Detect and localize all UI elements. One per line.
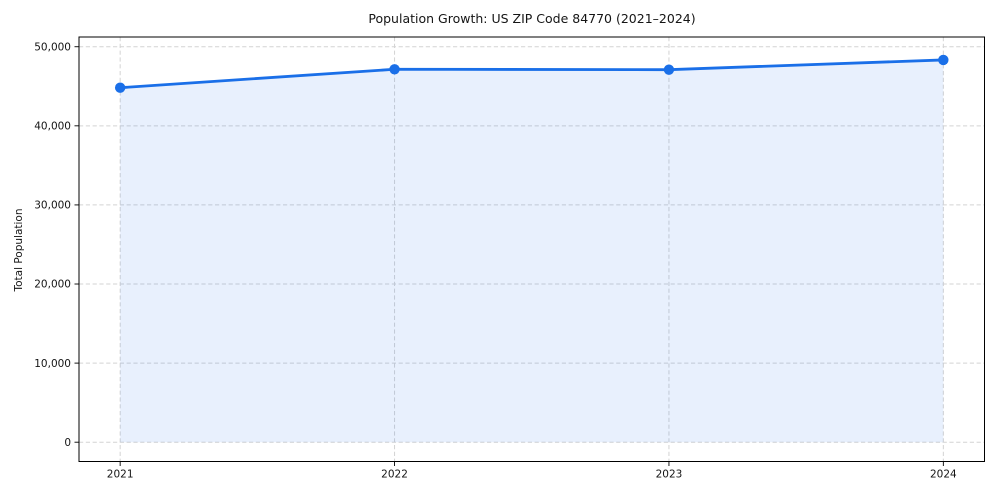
x-tick-label: 2023 bbox=[656, 469, 683, 481]
x-tick-label: 2022 bbox=[381, 469, 408, 481]
y-tick-label: 20,000 bbox=[34, 279, 71, 291]
y-tick-label: 50,000 bbox=[34, 41, 71, 53]
y-tick-label: 40,000 bbox=[34, 121, 71, 133]
x-tick-label: 2024 bbox=[930, 469, 957, 481]
area-fill bbox=[120, 59, 944, 443]
chart-title: Population Growth: US ZIP Code 84770 (20… bbox=[368, 11, 696, 26]
y-tick-label: 0 bbox=[64, 437, 71, 449]
data-point-marker-2021 bbox=[114, 82, 126, 93]
plot-border bbox=[78, 36, 985, 462]
y-tick-label: 10,000 bbox=[34, 358, 71, 370]
data-point-marker-2024 bbox=[938, 54, 949, 66]
data-point-marker-2023 bbox=[663, 64, 675, 75]
data-point-marker-2022 bbox=[389, 64, 400, 75]
x-tick-label: 2021 bbox=[107, 469, 134, 481]
y-tick-label: 30,000 bbox=[34, 200, 71, 212]
population-line bbox=[118, 58, 945, 90]
